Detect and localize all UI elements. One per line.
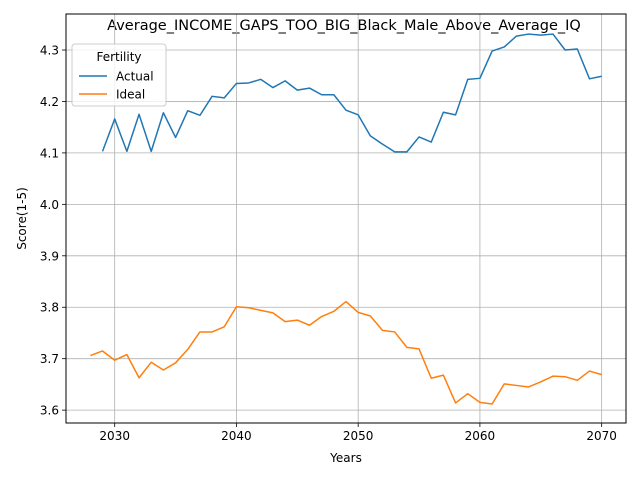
axis-ticks: 2030 2040 2050 2060 2070 3.6 3.7 3.8 3.9 4.0 4.1 4.… [40, 44, 617, 443]
chart-title: Average_INCOME_GAPS_TOO_BIG_Black_Male_A… [107, 18, 581, 34]
y-tick-label: 4.1 [40, 146, 59, 160]
y-tick-label: 3.8 [40, 301, 59, 315]
legend-box [71, 43, 167, 107]
y-tick-label: 4.0 [40, 198, 59, 212]
legend-label-ideal: Ideal [116, 88, 145, 102]
y-axis-label: Score(1-5) [15, 187, 29, 250]
plot-area-frame [65, 13, 627, 424]
x-tick-label: 2060 [465, 429, 496, 443]
y-tick-label: 3.6 [40, 404, 59, 418]
y-tick-label: 4.2 [40, 95, 59, 109]
y-tick-label: 4.3 [40, 44, 59, 58]
x-tick-label: 2040 [221, 429, 252, 443]
x-tick-label: 2070 [586, 429, 617, 443]
series-lines [90, 33, 602, 405]
legend-label-actual: Actual [116, 70, 154, 84]
y-tick-label: 3.7 [40, 352, 59, 366]
x-tick-label: 2030 [99, 429, 130, 443]
series-line-ideal [90, 300, 602, 405]
x-tick-label: 2050 [343, 429, 374, 443]
legend-title: Fertility [96, 50, 141, 64]
y-tick-label: 3.9 [40, 249, 59, 263]
grid-lines [66, 14, 626, 423]
series-line-actual [101, 33, 602, 153]
legend: Fertility Actual Ideal [71, 43, 167, 107]
x-axis-label: Years [329, 451, 362, 465]
